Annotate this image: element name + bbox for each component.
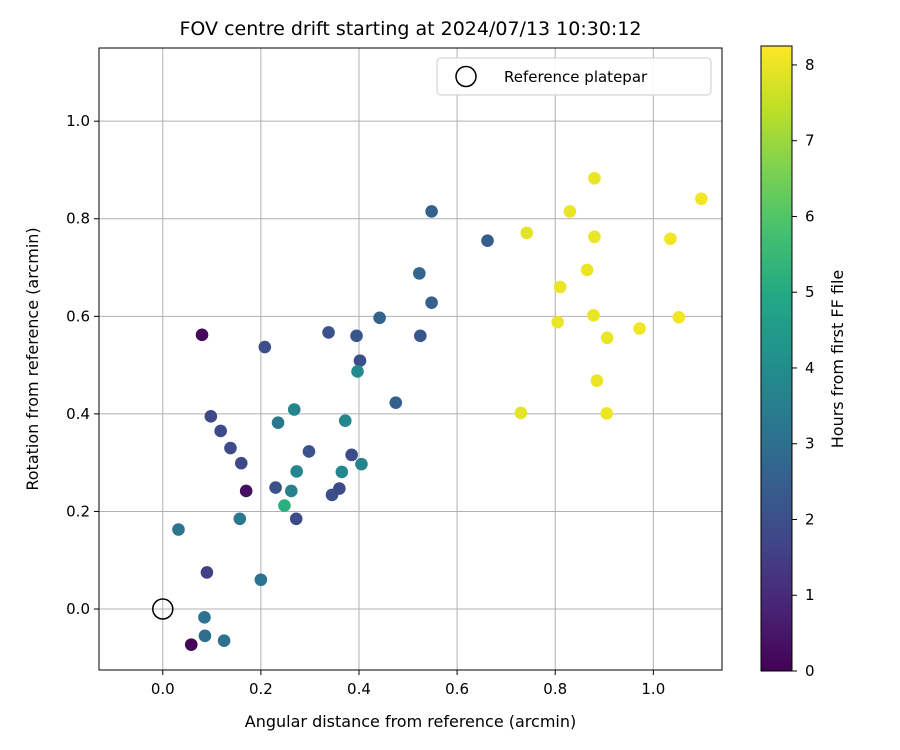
data-point: [664, 232, 677, 246]
x-tick-label: 0.8: [543, 680, 567, 698]
data-point: [633, 322, 646, 335]
x-tick-label: 0.4: [347, 680, 371, 698]
data-point: [184, 638, 198, 651]
colorbar-tick-label: 6: [805, 207, 815, 225]
data-point: [198, 611, 211, 624]
data-point: [287, 403, 301, 416]
data-point: [335, 465, 349, 479]
data-point: [695, 192, 708, 206]
data-point: [588, 230, 601, 244]
data-point: [338, 414, 352, 428]
data-point: [284, 484, 298, 498]
data-point: [553, 280, 567, 294]
data-point: [217, 634, 231, 648]
data-point: [333, 482, 346, 495]
data-point: [481, 234, 494, 247]
y-axis-ticks: 0.0 0.2 0.4 0.6 0.8 1.0: [66, 112, 99, 618]
data-point: [580, 263, 594, 277]
data-point: [302, 445, 316, 458]
x-tick-label: 0.2: [249, 680, 273, 698]
legend: Reference platepar: [436, 57, 712, 96]
plot-area: [99, 48, 722, 670]
data-point: [234, 456, 248, 470]
data-point: [563, 205, 577, 218]
data-point: [590, 374, 604, 388]
colorbar-tick-label: 2: [805, 510, 815, 528]
data-point: [600, 407, 614, 420]
data-point: [172, 523, 185, 536]
data-point: [351, 365, 364, 378]
data-point: [233, 512, 247, 526]
data-points: [152, 171, 708, 651]
data-point: [520, 226, 534, 240]
data-point: [258, 340, 272, 354]
colorbar-tick-label: 5: [805, 283, 815, 301]
data-point: [214, 424, 227, 438]
x-axis-label: Angular distance from reference (arcmin): [245, 712, 576, 731]
data-point: [350, 329, 363, 343]
data-point: [200, 566, 214, 579]
y-tick-label: 0.4: [66, 405, 90, 423]
x-tick-label: 0.6: [445, 680, 469, 698]
data-point: [271, 416, 285, 429]
data-point: [373, 311, 386, 325]
legend-marker: [455, 65, 477, 88]
y-tick-label: 0.2: [66, 502, 90, 520]
data-point: [195, 328, 209, 342]
data-point: [588, 171, 601, 185]
y-tick-label: 0.8: [66, 210, 90, 228]
data-point: [425, 205, 438, 218]
colorbar-gradient: [760, 45, 793, 672]
colorbar-tick-label: 7: [805, 132, 815, 150]
reference-point: [152, 598, 174, 620]
colorbar-tick-label: 1: [805, 586, 815, 604]
y-tick-label: 1.0: [66, 112, 90, 130]
plot-frame: [98, 47, 723, 671]
colorbar: 0 1 2 3 4 5 6 7 8 Hours from first FF file: [760, 45, 847, 680]
data-point: [587, 309, 600, 322]
data-point: [239, 484, 253, 498]
data-point: [355, 457, 368, 471]
data-point: [345, 448, 358, 462]
data-point: [290, 465, 303, 478]
data-point: [204, 410, 218, 423]
data-point: [514, 406, 528, 420]
colorbar-ticks: 0 1 2 3 4 5 6 7 8: [792, 56, 815, 680]
data-point: [413, 267, 426, 280]
grid-lines: [99, 48, 722, 670]
data-point: [551, 315, 564, 329]
colorbar-label: Hours from first FF file: [828, 270, 847, 449]
legend-box: [436, 57, 712, 96]
data-point: [289, 512, 303, 526]
data-point: [269, 481, 282, 494]
y-axis-label: Rotation from reference (arcmin): [23, 227, 42, 490]
data-point: [254, 573, 268, 587]
colorbar-tick-label: 3: [805, 435, 815, 453]
x-tick-label: 0.0: [151, 680, 175, 698]
data-point: [389, 396, 403, 409]
data-point: [672, 310, 686, 324]
data-point: [600, 331, 614, 345]
data-point: [425, 296, 438, 309]
data-point: [353, 354, 367, 368]
x-axis-ticks: 0.0 0.2 0.4 0.6 0.8 1.0: [151, 670, 665, 698]
colorbar-tick-label: 8: [805, 56, 815, 74]
y-tick-label: 0.6: [66, 307, 90, 325]
legend-label: Reference platepar: [504, 68, 648, 86]
data-point: [198, 629, 212, 643]
x-tick-label: 1.0: [641, 680, 665, 698]
colorbar-tick-label: 4: [805, 359, 815, 377]
chart-title: FOV centre drift starting at 2024/07/13 …: [179, 18, 641, 40]
data-point: [224, 441, 237, 455]
data-point: [322, 326, 335, 339]
y-tick-label: 0.0: [66, 600, 90, 618]
data-point: [414, 329, 427, 343]
colorbar-tick-label: 0: [805, 662, 815, 680]
data-point: [278, 499, 291, 512]
